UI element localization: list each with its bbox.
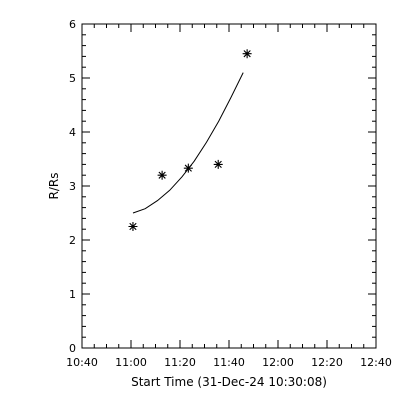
data-point: [213, 159, 223, 169]
y-tick-label: 6: [69, 18, 76, 31]
x-tick-label: 12:40: [360, 356, 392, 369]
x-tick-label: 12:20: [311, 356, 343, 369]
y-tick-label: 4: [69, 126, 76, 139]
y-tick-label: 0: [69, 342, 76, 355]
y-tick-label: 5: [69, 72, 76, 85]
data-point: [242, 49, 252, 59]
x-tick-label: 11:00: [115, 356, 147, 369]
y-axis-title: R/Rs: [47, 173, 61, 200]
x-axis-ticks: 10:40 11:00 11:20 11:40 12:00 12:20 12:40: [66, 24, 392, 369]
data-point: [157, 170, 167, 180]
y-tick-label: 1: [69, 288, 76, 301]
y-tick-label: 3: [69, 180, 76, 193]
x-tick-label: 10:40: [66, 356, 98, 369]
y-tick-label: 2: [69, 234, 76, 247]
x-tick-label: 12:00: [262, 356, 294, 369]
data-point: [183, 163, 193, 173]
y-axis-ticks: 0 1 2 3 4 5 6: [69, 18, 376, 355]
fit-line-group: [132, 72, 244, 214]
data-point: [128, 222, 138, 231]
plot-frame: [81, 23, 377, 349]
data-points: [128, 49, 252, 231]
x-tick-label: 11:20: [164, 356, 196, 369]
x-tick-label: 11:40: [213, 356, 245, 369]
x-axis-title: Start Time (31-Dec-24 10:30:08): [131, 375, 327, 389]
fit-line: [132, 72, 244, 214]
